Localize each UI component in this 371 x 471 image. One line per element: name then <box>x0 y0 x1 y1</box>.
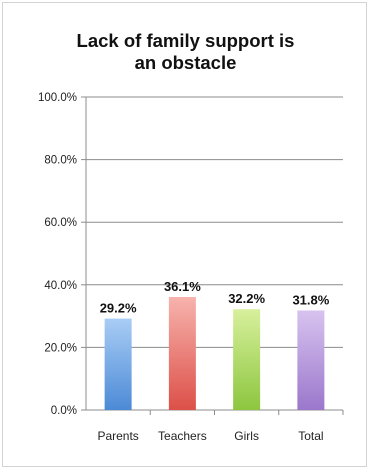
y-tick-label: 80.0% <box>44 155 77 167</box>
y-tick-label: 40.0% <box>44 280 77 292</box>
y-tick-label: 100.0% <box>38 92 77 104</box>
bar-parents <box>104 318 132 410</box>
bar-teachers <box>168 297 196 410</box>
chart-title-line-1: Lack of family support is <box>76 30 295 51</box>
category-label-total: Total <box>298 429 323 443</box>
chart-title-line-2: an obstacle <box>134 52 237 73</box>
category-label-girls: Girls <box>234 429 259 443</box>
y-tick-label: 0.0% <box>51 405 77 417</box>
data-label-total: 31.8% <box>292 292 329 307</box>
category-label-parents: Parents <box>97 429 138 443</box>
y-tick-label: 60.0% <box>44 217 77 229</box>
bar-girls <box>233 309 261 410</box>
data-label-parents: 29.2% <box>100 301 137 316</box>
y-tick-label: 20.0% <box>44 342 77 354</box>
bar-total <box>297 310 325 410</box>
data-label-teachers: 36.1% <box>164 279 201 294</box>
category-label-teachers: Teachers <box>158 429 207 443</box>
labels: 0.0% 20.0% 40.0% 60.0% 80.0% 100.0% 29.2% Paren… <box>38 92 330 443</box>
chart-title: Lack of family support is an obstacle <box>0 30 371 74</box>
bars <box>104 297 325 410</box>
data-label-girls: 32.2% <box>228 291 265 306</box>
